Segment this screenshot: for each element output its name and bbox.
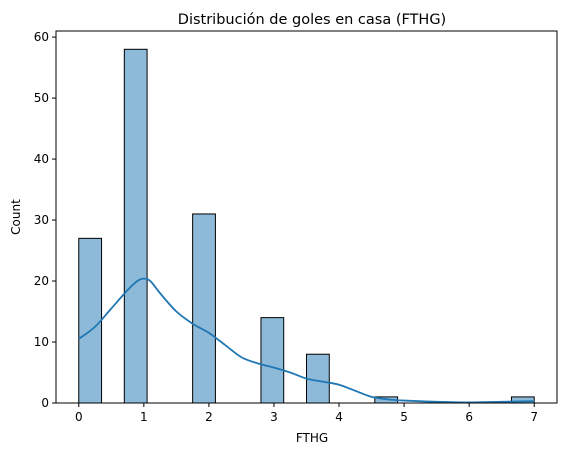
- x-tick-label: 5: [400, 410, 408, 424]
- x-axis-ticks: 0 1 2 3 4 5 6 7: [75, 403, 538, 424]
- kde-line: [78, 277, 535, 404]
- kde-group: [78, 277, 535, 404]
- histogram-bar: [260, 317, 285, 404]
- histogram-bar: [78, 237, 103, 404]
- histogram-bar: [192, 213, 216, 404]
- y-axis-label: Count: [9, 199, 23, 235]
- x-tick-label: 4: [335, 410, 343, 424]
- x-tick-label: 2: [205, 410, 213, 424]
- x-tick-label: 3: [270, 410, 278, 424]
- y-tick-label: 20: [34, 274, 49, 288]
- x-tick-label: 7: [530, 410, 538, 424]
- y-tick-label: 40: [34, 152, 49, 166]
- x-tick-label: 0: [75, 410, 83, 424]
- y-tick-label: 60: [34, 30, 49, 44]
- y-tick-label: 50: [34, 91, 49, 105]
- x-tick-label: 1: [140, 410, 148, 424]
- x-tick-label: 6: [465, 410, 473, 424]
- y-tick-label: 30: [34, 213, 49, 227]
- histogram-bar: [123, 48, 148, 404]
- y-tick-label: 0: [41, 396, 49, 410]
- plot-frame: [55, 30, 558, 404]
- chart-title: Distribución de goles en casa (FTHG): [178, 12, 446, 28]
- y-axis-ticks: 0 10 20 30 40 50 60: [34, 30, 56, 410]
- x-axis-label: FTHG: [296, 431, 328, 445]
- y-tick-label: 10: [34, 335, 49, 349]
- bars-group: [78, 48, 535, 404]
